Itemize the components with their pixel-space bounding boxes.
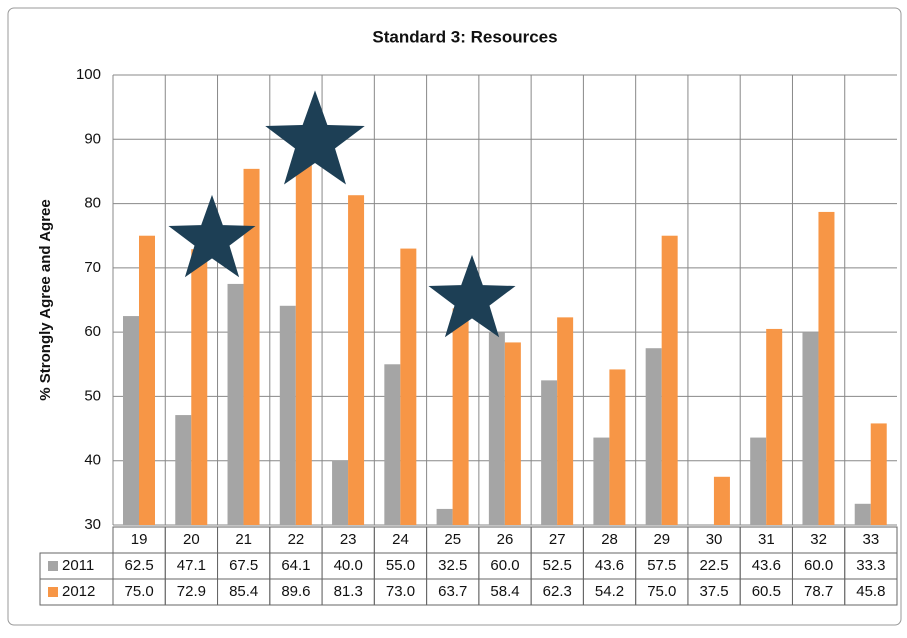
x-tick-label: 30 — [706, 531, 723, 548]
table-value: 67.5 — [229, 557, 258, 574]
table-cell — [844, 526, 898, 606]
table-value: 43.6 — [752, 557, 781, 574]
bar — [123, 316, 139, 525]
bar — [139, 235, 155, 525]
x-tick-label: 31 — [758, 531, 775, 548]
table-value: 47.1 — [177, 557, 206, 574]
bar — [541, 380, 558, 525]
y-tick-label: 70 — [84, 259, 101, 276]
table-value: 85.4 — [229, 583, 258, 600]
x-tick-label: 33 — [863, 531, 880, 548]
bar — [802, 332, 819, 525]
table-value: 33.3 — [856, 557, 885, 574]
table-value: 60.0 — [490, 557, 519, 574]
bar — [279, 305, 296, 525]
legend-label: 2012 — [62, 583, 95, 600]
x-tick-label: 24 — [392, 531, 409, 548]
bar — [713, 476, 730, 525]
bar — [227, 283, 244, 525]
table-value: 73.0 — [386, 583, 415, 600]
bar — [504, 342, 521, 525]
legend-label: 2011 — [62, 557, 94, 574]
x-tick-label: 21 — [235, 531, 252, 548]
bar — [436, 508, 453, 525]
table-value: 60.5 — [752, 583, 781, 600]
x-tick-label: 28 — [601, 531, 618, 548]
x-tick-label: 27 — [549, 531, 566, 548]
bar — [750, 437, 767, 525]
y-tick-label: 90 — [84, 130, 101, 147]
table-value: 58.4 — [490, 583, 519, 600]
y-tick-label: 30 — [84, 516, 101, 533]
y-tick-label: 60 — [84, 323, 101, 340]
x-tick-label: 32 — [810, 531, 827, 548]
table-value: 22.5 — [699, 557, 728, 574]
bar — [661, 235, 678, 525]
bar — [384, 364, 401, 525]
annotation-stars — [168, 90, 516, 338]
table-value: 57.5 — [647, 557, 676, 574]
bar — [854, 503, 871, 525]
x-tick-label: 26 — [497, 531, 514, 548]
table-value: 89.6 — [281, 583, 310, 600]
chart-title: Standard 3: Resources — [372, 27, 557, 46]
bar — [400, 248, 417, 525]
bar — [593, 437, 610, 525]
bar — [295, 141, 312, 525]
bar — [645, 348, 662, 525]
table-value: 62.5 — [125, 557, 154, 574]
x-tick-label: 29 — [653, 531, 670, 548]
y-tick-label: 80 — [84, 195, 101, 212]
table-value: 78.7 — [804, 583, 833, 600]
y-axis-label: % Strongly Agree and Agree — [37, 199, 54, 400]
table-value: 64.1 — [281, 557, 310, 574]
x-tick-label: 23 — [340, 531, 357, 548]
table-value: 52.5 — [543, 557, 572, 574]
table-value: 63.7 — [438, 583, 467, 600]
table-value: 54.2 — [595, 583, 624, 600]
bar — [818, 211, 835, 525]
legend-key — [48, 561, 58, 571]
bar — [191, 249, 208, 525]
table-value: 75.0 — [647, 583, 676, 600]
y-tick-label: 100 — [76, 66, 101, 83]
y-tick-label: 50 — [84, 387, 101, 404]
table-value: 37.5 — [699, 583, 728, 600]
table-value: 81.3 — [334, 583, 363, 600]
table-value: 55.0 — [386, 557, 415, 574]
bar — [332, 460, 349, 525]
bar — [348, 195, 365, 525]
table-value: 43.6 — [595, 557, 624, 574]
table-value: 40.0 — [334, 557, 363, 574]
legend-key — [48, 587, 58, 597]
x-tick-label: 20 — [183, 531, 200, 548]
table-value: 72.9 — [177, 583, 206, 600]
bar — [766, 328, 783, 525]
bar — [175, 415, 192, 525]
y-tick-label: 40 — [84, 452, 101, 469]
bar — [452, 308, 469, 525]
bar — [488, 332, 505, 525]
table-value: 60.0 — [804, 557, 833, 574]
chart-frame — [7, 7, 902, 626]
bar — [557, 317, 574, 525]
star — [265, 90, 365, 185]
table-value: 62.3 — [543, 583, 572, 600]
star — [428, 254, 516, 338]
table-value: 45.8 — [856, 583, 885, 600]
plot-area — [123, 141, 887, 525]
star — [168, 194, 256, 278]
bar — [243, 168, 260, 525]
table-value: 75.0 — [125, 583, 154, 600]
x-tick-label: 25 — [444, 531, 461, 548]
x-tick-label: 19 — [131, 531, 148, 548]
x-tick-label: 22 — [288, 531, 305, 548]
table-value: 32.5 — [438, 557, 467, 574]
bar — [870, 423, 887, 525]
bar — [609, 369, 626, 525]
